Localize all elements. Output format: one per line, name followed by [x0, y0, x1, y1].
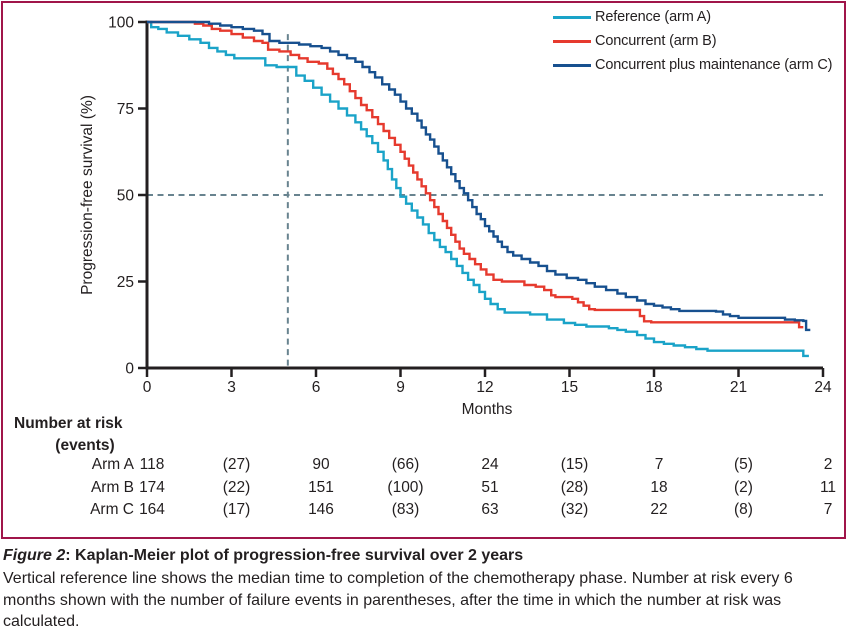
- risk-cell: 7: [823, 501, 833, 519]
- x-tick-label: 18: [645, 379, 662, 396]
- legend-item-arm-b: Concurrent (arm B): [553, 29, 832, 53]
- risk-cell: 63: [481, 501, 499, 519]
- risk-row-label: Arm C: [90, 501, 134, 519]
- risk-cell: (17): [222, 501, 251, 519]
- x-tick-label: 24: [814, 379, 832, 396]
- x-tick-label: 12: [476, 379, 493, 396]
- x-tick-label: 15: [561, 379, 578, 396]
- risk-cell: 118: [139, 456, 165, 473]
- risk-cell: 174: [139, 478, 165, 496]
- legend-item-arm-a: Reference (arm A): [553, 5, 832, 29]
- figure-number-label: Figure 2: [3, 547, 66, 564]
- risk-cell: (15): [560, 456, 589, 473]
- km-curve-arm-a: [147, 20, 809, 358]
- x-tick-label: 0: [143, 379, 152, 396]
- legend-item-arm-c: Concurrent plus maintenance (arm C): [553, 53, 832, 77]
- legend: Reference (arm A) Concurrent (arm B) Concu…: [553, 5, 832, 77]
- risk-cell: (66): [391, 456, 420, 473]
- y-tick-label: 0: [125, 361, 134, 378]
- legend-label: Reference (arm A): [595, 9, 711, 25]
- legend-label: Concurrent plus maintenance (arm C): [595, 57, 833, 73]
- x-tick-label: 21: [730, 379, 747, 396]
- risk-cell: (32): [560, 501, 589, 519]
- risk-cell: 51: [481, 478, 499, 496]
- risk-row-label: Arm A: [91, 456, 134, 473]
- risk-row-label: Arm B: [90, 478, 134, 496]
- caption-body: Vertical reference line shows the median…: [3, 570, 793, 630]
- risk-cell: 2: [823, 456, 833, 473]
- legend-line-swatch: [553, 63, 591, 67]
- risk-cell: 146: [308, 501, 334, 519]
- risk-cell: 164: [139, 501, 165, 519]
- legend-label: Concurrent (arm B): [595, 33, 717, 49]
- x-tick-label: 9: [396, 379, 405, 396]
- y-tick-label: 50: [117, 188, 135, 205]
- legend-line-swatch: [553, 39, 591, 43]
- km-curve-arm-b: [147, 20, 804, 329]
- risk-table-header: Number at risk: [14, 415, 123, 432]
- caption-title-text: : Kaplan-Meier plot of progression-free …: [65, 547, 524, 564]
- risk-cell: (27): [222, 456, 251, 473]
- risk-cell: (8): [734, 501, 753, 519]
- x-tick-label: 3: [227, 379, 236, 396]
- risk-cell: (2): [734, 478, 753, 496]
- risk-table-subheader: (events): [55, 437, 115, 454]
- legend-line-swatch: [553, 15, 591, 19]
- x-axis-title: Months: [461, 401, 513, 418]
- figure-caption: Figure 2: Kaplan-Meier plot of progressi…: [3, 547, 845, 633]
- risk-cell: (28): [560, 478, 589, 496]
- risk-cell: 11: [819, 478, 837, 496]
- risk-cell: 22: [650, 501, 668, 519]
- caption-title: Figure 2: Kaplan-Meier plot of progressi…: [3, 547, 845, 565]
- y-tick-label: 25: [117, 274, 134, 291]
- risk-cell: (100): [387, 478, 424, 496]
- risk-cell: (22): [222, 478, 251, 496]
- risk-cell: 18: [650, 478, 668, 496]
- risk-cell: 151: [308, 478, 334, 496]
- risk-cell: 24: [481, 456, 499, 473]
- risk-cell: 7: [654, 456, 664, 473]
- figure-border-box: [1, 1, 846, 539]
- x-tick-label: 6: [312, 379, 321, 396]
- y-axis-title: Progression-free survival (%): [79, 95, 96, 295]
- km-curve-arm-c: [147, 20, 811, 332]
- y-tick-label: 100: [108, 15, 134, 32]
- risk-cell: (5): [734, 456, 753, 473]
- risk-cell: (83): [391, 501, 420, 519]
- risk-cell: 90: [312, 456, 330, 473]
- y-tick-label: 75: [117, 101, 134, 118]
